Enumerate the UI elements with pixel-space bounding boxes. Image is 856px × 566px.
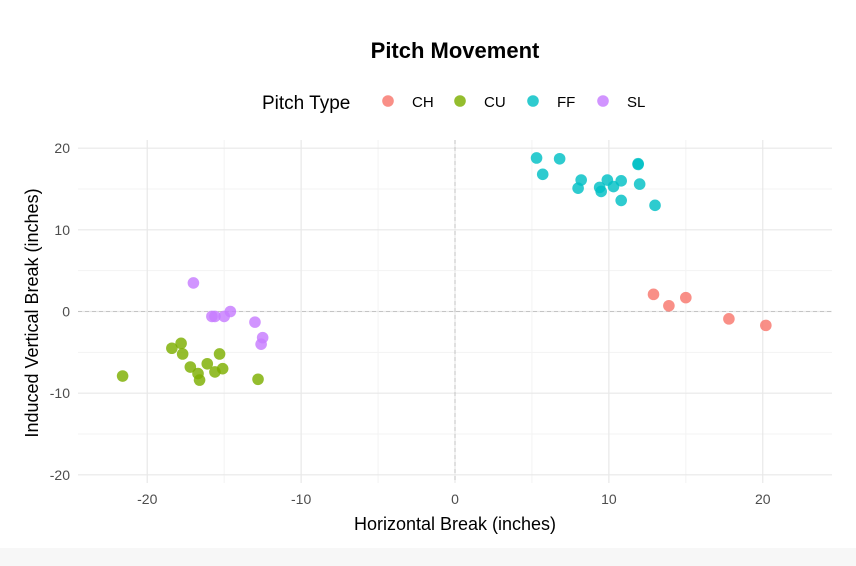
data-point-cu [175,337,187,350]
legend-swatch [382,95,394,107]
legend: Pitch Type CH CU FF SL [262,93,645,114]
legend-label: CH [412,94,434,111]
data-point-cu [201,357,214,370]
data-point-ch [723,313,735,325]
data-point-ch [663,299,675,312]
data-point-cu [176,348,189,360]
data-point-cu [252,373,264,386]
legend-label: SL [627,94,645,111]
data-point-ff [632,158,644,171]
legend-label: FF [557,94,575,111]
data-point-cu [216,362,229,375]
data-point-sl [256,331,269,344]
data-point-ff [649,199,661,212]
legend-item-sl: SL [597,94,645,111]
bottom-band [0,548,856,566]
legend-swatch [597,95,609,107]
y-tick-label: 20 [54,140,70,156]
x-tick-label: 0 [451,491,459,507]
data-points [116,152,772,386]
legend-swatch [454,95,466,107]
data-point-sl [209,310,221,323]
data-point-ff [633,178,646,190]
data-point-ff [536,168,549,181]
data-point-cu [166,342,178,355]
legend-item-ff: FF [527,94,575,111]
data-point-sl [224,305,237,318]
y-tick-label: 10 [54,222,70,238]
y-axis-label: Induced Vertical Break (inches) [22,188,42,437]
data-point-ff [615,175,627,187]
chart-title: Pitch Movement [371,38,540,63]
legend-item-ch: CH [382,94,434,111]
legend-title: Pitch Type [262,93,350,114]
data-point-ch [680,291,692,304]
legend-label: CU [484,94,506,111]
data-point-cu [193,374,206,386]
legend-swatch [527,95,539,107]
data-point-cu [213,348,226,360]
y-tick-label: -10 [50,385,70,401]
x-axis-label: Horizontal Break (inches) [354,514,556,534]
data-point-ff [595,185,607,198]
data-point-cu [116,370,129,382]
data-point-ff [615,194,627,207]
x-tick-label: 10 [601,491,617,507]
legend-item-cu: CU [454,94,506,111]
data-point-ff [553,152,566,165]
y-tick-label: -20 [50,467,70,483]
data-point-ff [575,174,587,186]
tick-labels: -20 -10 0 10 20 -20 -10 0 10 20 [50,140,771,507]
data-point-sl [187,277,200,289]
data-point-sl [249,316,261,328]
y-tick-label: 0 [62,304,70,320]
data-point-ch [760,319,772,332]
data-point-cu [184,361,197,373]
x-tick-label: 20 [755,491,771,507]
x-tick-label: -20 [137,491,157,507]
data-point-ff [530,152,543,164]
reference-lines [78,140,832,483]
data-point-ch [647,288,660,301]
x-tick-label: -10 [291,491,311,507]
